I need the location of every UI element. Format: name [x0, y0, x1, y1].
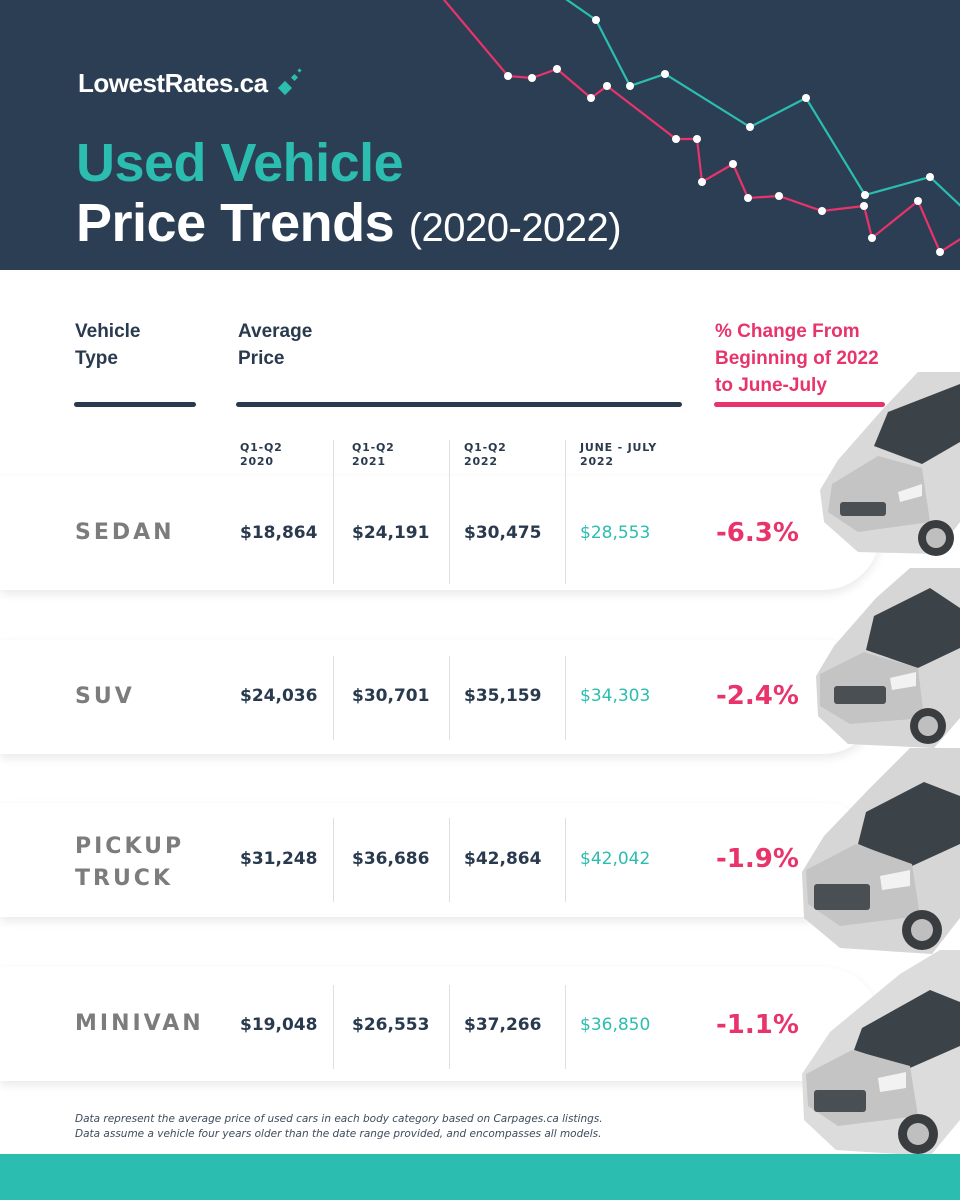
pickup-truck-icon	[802, 748, 960, 954]
price-cell: $18,864	[240, 523, 318, 543]
pct-change-sedan: -6.3%	[716, 518, 799, 548]
brand-name: LowestRates	[78, 68, 233, 98]
column-divider	[565, 818, 566, 902]
logo-sparkle-icon	[276, 67, 302, 99]
column-divider	[333, 818, 334, 902]
row-label-sedan: SEDAN	[75, 520, 175, 545]
price-cell: $19,048	[240, 1015, 318, 1035]
rule-average-price	[236, 402, 682, 407]
price-cell-current: $42,042	[580, 849, 651, 869]
column-divider	[333, 985, 334, 1069]
table-row-sedan	[0, 476, 880, 590]
minivan-icon	[802, 950, 960, 1156]
price-cell-current: $28,553	[580, 523, 651, 543]
price-cell: $24,036	[240, 686, 318, 706]
rule-vehicle-type	[74, 402, 196, 407]
column-divider	[565, 656, 566, 740]
header-pct-change: % Change From Beginning of 2022 to June-…	[715, 321, 879, 396]
rule-pct-change	[714, 402, 885, 407]
table-row-suv	[0, 640, 880, 754]
column-divider	[449, 656, 450, 740]
price-cell: $26,553	[352, 1015, 430, 1035]
row-label-pickup-truck: PICKUP TRUCK	[75, 834, 185, 891]
price-cell-current: $34,303	[580, 686, 651, 706]
column-divider	[333, 440, 334, 584]
pink-trend-line	[442, 0, 960, 254]
period-q1q2-2022: Q1-Q2 2022	[464, 441, 507, 468]
row-label-minivan: MINIVAN	[75, 1011, 204, 1036]
price-cell: $37,266	[464, 1015, 542, 1035]
decorative-trend-lines	[442, 0, 960, 256]
title-line-2: Price Trends (2020-2022)	[76, 192, 622, 254]
brand-logo: LowestRates .ca	[78, 67, 302, 99]
footnote: Data represent the average price of used…	[75, 1113, 603, 1140]
column-divider	[333, 656, 334, 740]
column-divider	[449, 985, 450, 1069]
period-q1q2-2020: Q1-Q2 2020	[240, 441, 283, 468]
pct-change-minivan: -1.1%	[716, 1010, 799, 1040]
price-cell: $31,248	[240, 849, 318, 869]
title-years: (2020-2022)	[408, 206, 622, 250]
footer-bar	[0, 1154, 960, 1200]
header-average-price: Average Price	[238, 321, 313, 369]
period-june-july-2022: JUNE - JULY 2022	[580, 441, 658, 468]
title-main: Price Trends	[76, 193, 395, 253]
price-cell: $42,864	[464, 849, 542, 869]
header-vehicle-type: Vehicle Type	[75, 321, 141, 369]
pct-change-pickup-truck: -1.9%	[716, 844, 799, 874]
teal-trend-line	[565, 0, 960, 207]
title-line-1: Used Vehicle	[76, 133, 404, 193]
column-divider	[449, 818, 450, 902]
price-cell: $36,686	[352, 849, 430, 869]
price-cell: $30,475	[464, 523, 542, 543]
table-row-minivan	[0, 967, 880, 1081]
column-divider	[449, 440, 450, 584]
column-divider	[565, 440, 566, 584]
brand-tld: .ca	[232, 68, 268, 98]
column-divider	[565, 985, 566, 1069]
pct-change-suv: -2.4%	[716, 681, 799, 711]
price-cell: $24,191	[352, 523, 430, 543]
header-banner: LowestRates .ca Used Vehicle Price Trends…	[0, 0, 960, 270]
table-row-pickup-truck	[0, 803, 880, 917]
suv-car-icon	[816, 568, 960, 748]
period-q1q2-2021: Q1-Q2 2021	[352, 441, 395, 468]
price-cell: $35,159	[464, 686, 542, 706]
price-cell-current: $36,850	[580, 1015, 651, 1035]
trend-points	[504, 16, 944, 256]
price-cell: $30,701	[352, 686, 430, 706]
sedan-car-icon	[820, 372, 960, 556]
row-label-suv: SUV	[75, 684, 135, 709]
